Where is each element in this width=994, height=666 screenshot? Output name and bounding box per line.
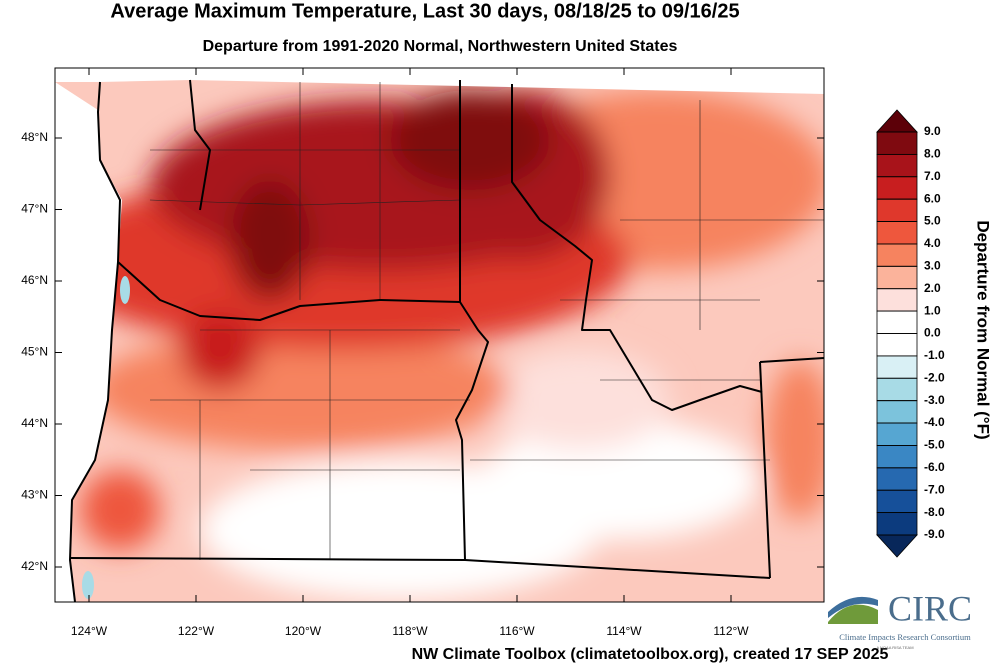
- lon-tick-label: 112°W: [713, 624, 749, 638]
- color-band: [876, 310, 918, 334]
- color-band: [876, 198, 918, 222]
- logo-full-name: Climate Impacts Research Consortium: [839, 632, 971, 642]
- map-frame: [54, 67, 825, 603]
- color-band: [876, 377, 918, 402]
- lat-tick-label: 46°N: [21, 273, 48, 287]
- logo-tagline: A NOAA RISA TEAM: [876, 645, 913, 650]
- color-band: [876, 445, 918, 469]
- colorbar-tick-label: -1.0: [924, 348, 945, 362]
- color-band: [876, 153, 918, 178]
- logo: CIRC Climate Impacts Research Consortium…: [828, 588, 972, 650]
- lat-tick-label: 45°N: [21, 345, 48, 359]
- colorbar-tick-label: -3.0: [924, 393, 945, 407]
- colorbar-tick-label: 3.0: [924, 259, 941, 273]
- colorbar-tick-label: -7.0: [924, 482, 945, 496]
- colorbar-tick-label: -8.0: [924, 505, 945, 519]
- colorbar-tick-label: 8.0: [924, 147, 941, 161]
- color-band: [876, 131, 918, 155]
- color-band: [876, 265, 918, 290]
- color-band: [876, 467, 918, 491]
- color-band: [876, 422, 918, 446]
- colorbar-top: [876, 109, 918, 133]
- colorbar-tick-label: 0.0: [924, 326, 941, 340]
- colorbar-tick-label: 4.0: [924, 236, 941, 250]
- colorbar-tick-label: -2.0: [924, 370, 945, 384]
- lon-tick-label: 116°W: [499, 624, 535, 638]
- color-band: [876, 176, 918, 200]
- logo-name: CIRC: [888, 588, 972, 628]
- lon-tick-label: 122°W: [178, 624, 215, 638]
- color-band: [876, 400, 918, 424]
- color-band: [876, 489, 918, 514]
- map-field: [55, 68, 824, 602]
- colorbar-tick-label: 2.0: [924, 281, 941, 295]
- colorbar-tick-label: -5.0: [924, 438, 945, 452]
- color-band: [876, 243, 918, 267]
- color-band: [876, 288, 918, 312]
- footer: NW Climate Toolbox (climatetoolbox.org),…: [412, 646, 889, 663]
- lon-tick-label: 114°W: [606, 624, 642, 638]
- lon-tick-label: 124°W: [71, 624, 108, 638]
- color-band: [876, 221, 918, 245]
- subtitle: Departure from 1991-2020 Normal, Northwe…: [203, 38, 678, 55]
- lon-tick-label: 118°W: [392, 624, 428, 638]
- lat-tick-label: 44°N: [21, 416, 48, 430]
- lat-tick-label: 42°N: [21, 559, 48, 573]
- colorbar-label: Departure from Normal (°F): [974, 220, 993, 439]
- color-band: [876, 355, 918, 379]
- colorbar-tick-label: 1.0: [924, 303, 941, 317]
- colorbar-tick-label: 6.0: [924, 191, 941, 205]
- color-band: [876, 333, 918, 357]
- colorbar-bottom: [876, 534, 918, 558]
- lon-tick-label: 120°W: [285, 624, 322, 638]
- colorbar-tick-label: 7.0: [924, 169, 941, 183]
- colorbar-tick-label: 5.0: [924, 214, 941, 228]
- colorbar-tick-label: 9.0: [924, 124, 941, 138]
- title: Average Maximum Temperature, Last 30 day…: [110, 0, 739, 22]
- lat-tick-label: 47°N: [21, 202, 48, 216]
- color-band: [876, 512, 918, 536]
- lat-tick-label: 43°N: [21, 488, 48, 502]
- lat-tick-label: 48°N: [21, 130, 48, 144]
- colorbar-tick-label: -6.0: [924, 460, 945, 474]
- colorbar-tick-label: -9.0: [924, 527, 945, 541]
- colorbar-tick-label: -4.0: [924, 415, 945, 429]
